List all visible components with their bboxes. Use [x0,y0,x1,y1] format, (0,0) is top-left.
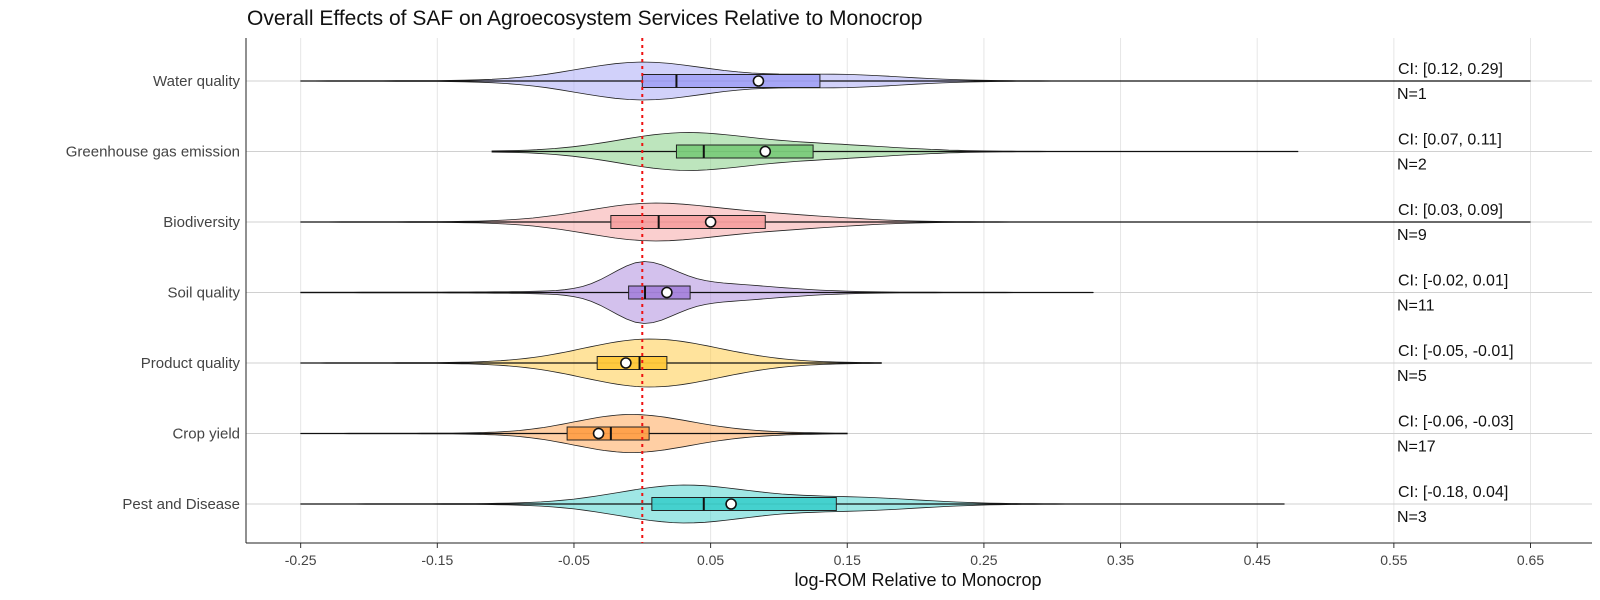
mean-point [592,427,605,440]
n-label: N=1 [1397,86,1427,103]
n-label: N=11 [1397,298,1435,315]
mean-point [620,357,632,369]
x-axis-title: log-ROM Relative to Monocrop [794,570,1041,590]
x-tick-label: 0.45 [1244,552,1271,568]
ci-label: CI: [0.03, 0.09] [1398,202,1503,219]
x-tick-label: 0.05 [697,552,724,568]
ci-label: CI: [-0.05, -0.01] [1398,343,1514,360]
category-label: Greenhouse gas emission [66,144,240,161]
x-tick-label: 0.65 [1517,552,1544,568]
category-label: Product quality [141,355,241,372]
category-label: Pest and Disease [122,496,240,513]
mean-point [752,75,765,87]
x-tick-label: 0.25 [970,552,997,568]
n-label: N=2 [1397,157,1427,174]
iqr-box [596,356,668,370]
iqr-box [651,497,837,511]
x-tick-label: -0.25 [285,552,317,568]
x-tick-label: -0.15 [421,552,453,568]
ci-label: CI: [-0.18, 0.04] [1398,484,1508,501]
ci-label: CI: [-0.06, -0.03] [1398,414,1514,431]
n-label: N=3 [1397,509,1427,526]
iqr-box [675,144,814,159]
ci-label: CI: [0.12, 0.29] [1398,61,1503,78]
x-tick-label: 0.15 [834,552,861,568]
category-label: Soil quality [167,285,240,302]
mean-point [759,145,772,158]
iqr-box [641,74,821,88]
chart-title: Overall Effects of SAF on Agroecosystem … [247,7,922,30]
x-tick-label: -0.05 [558,552,590,568]
violin-layer [300,61,1531,524]
category-label: Biodiversity [163,214,240,231]
iqr-box [628,285,691,300]
mean-point [725,498,737,510]
iqr-box [610,215,766,229]
n-label: N=17 [1397,439,1436,456]
n-label: N=9 [1397,227,1427,244]
mean-point [704,216,717,228]
iqr-box [566,426,650,441]
mean-point [661,286,673,299]
x-tick-label: 0.35 [1107,552,1134,568]
label-layer: -0.25 -0.15 -0.05 0.05 0.15 0.25 0.35 0.45 0.55 0… [66,61,1545,568]
x-tick-label: 0.55 [1380,552,1407,568]
category-label: Crop yield [172,426,240,443]
n-label: N=5 [1397,368,1427,385]
category-label: Water quality [153,73,240,90]
ci-label: CI: [0.07, 0.11] [1398,132,1502,149]
ci-label: CI: [-0.02, 0.01] [1398,273,1508,290]
